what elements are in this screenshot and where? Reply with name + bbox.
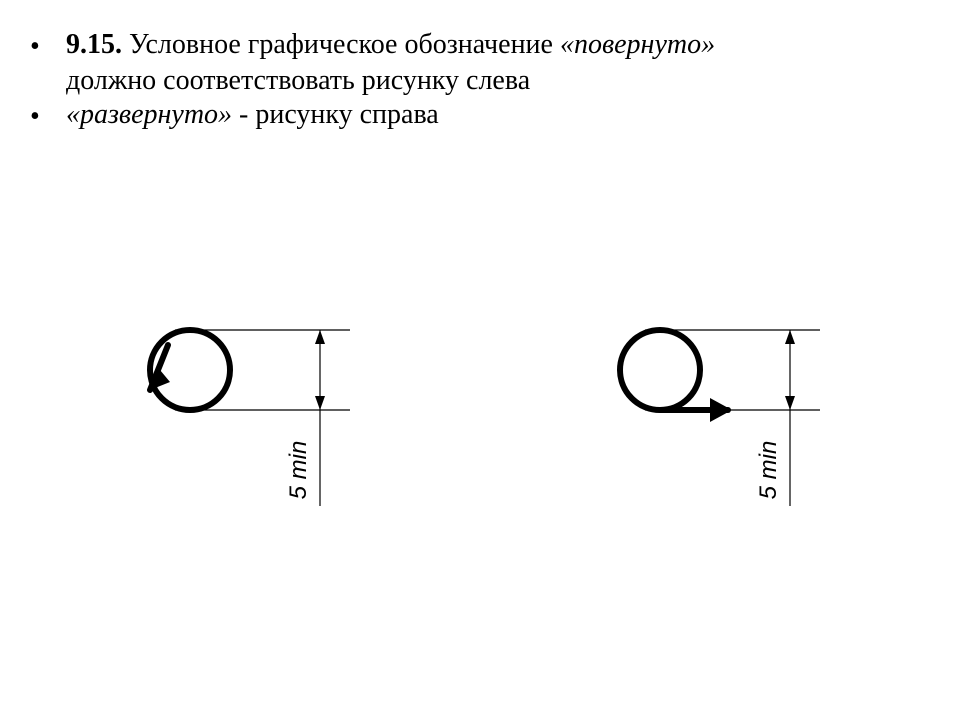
dim-arrow-bot-icon xyxy=(315,396,325,410)
symbol-rotated: 5 min xyxy=(90,290,370,515)
bullet-1-text: 9.15. Условное графическое обозначение «… xyxy=(66,28,930,62)
bullet-1-term: «повернуто» xyxy=(560,29,715,60)
dim-arrow-top-icon xyxy=(315,330,325,344)
dim-label: 5 min xyxy=(285,441,312,500)
bullet-2: • «развернуто» - рисунку справа xyxy=(30,98,930,134)
unfolded-symbol-svg: 5 min xyxy=(560,290,840,510)
symbol-unfolded: 5 min xyxy=(560,290,840,515)
text-block: • 9.15. Условное графическое обозначение… xyxy=(30,28,930,134)
bullet-1: • 9.15. Условное графическое обозначение… xyxy=(30,28,930,64)
bullet-1-mid: Условное графическое обозначение xyxy=(122,29,560,60)
symbol-circle xyxy=(620,330,700,410)
bullet-2-term: «развернуто» xyxy=(66,99,232,130)
bullet-2-rest: - рисунку справа xyxy=(232,99,439,130)
bullet-icon: • xyxy=(30,28,66,64)
diagram-area: 5 min 5 min xyxy=(0,290,960,550)
clause-number: 9.15. xyxy=(66,29,122,60)
dim-label: 5 min xyxy=(755,441,782,500)
rotated-symbol-svg: 5 min xyxy=(90,290,370,510)
unfolded-arrow-head-icon xyxy=(710,398,732,422)
bullet-1-cont: должно соответствовать рисунку слева xyxy=(66,64,930,98)
page: • 9.15. Условное графическое обозначение… xyxy=(0,0,960,720)
dim-arrow-bot-icon xyxy=(785,396,795,410)
symbol-circle xyxy=(150,330,230,410)
dim-arrow-top-icon xyxy=(785,330,795,344)
bullet-2-text: «развернуто» - рисунку справа xyxy=(66,98,930,132)
bullet-icon: • xyxy=(30,98,66,134)
